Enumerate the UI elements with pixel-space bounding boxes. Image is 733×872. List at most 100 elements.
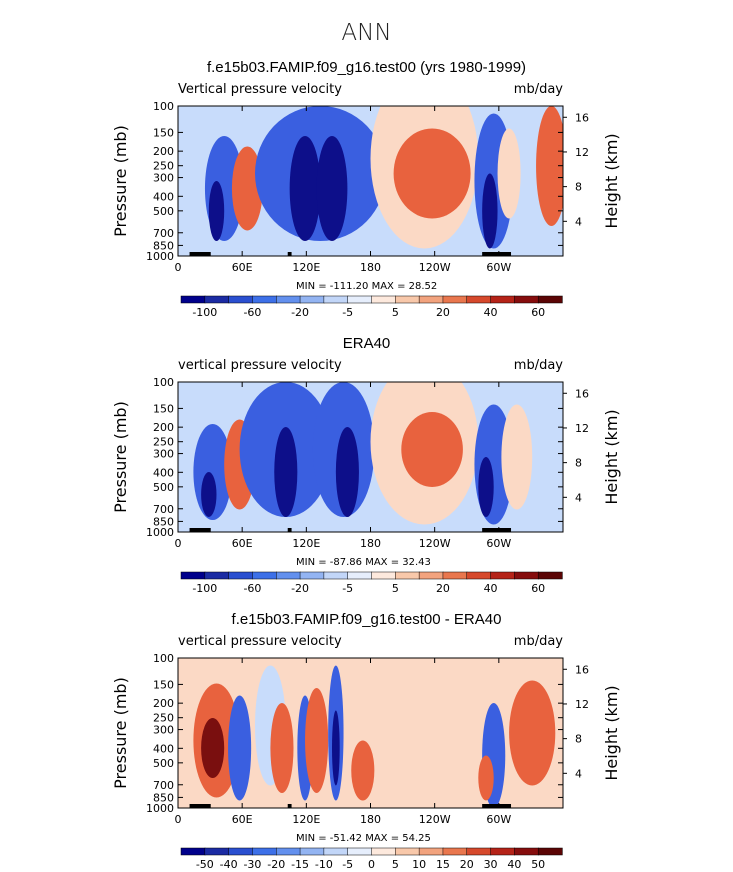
x-tick-label: 60W <box>486 813 511 826</box>
y-tick-label: 400 <box>153 742 174 755</box>
colorbar-label: -30 <box>243 858 261 871</box>
colorbar-label: -5 <box>342 858 353 871</box>
y-tick-label: 700 <box>153 227 174 240</box>
colorbar-label: -5 <box>342 306 353 319</box>
y2-tick-label: 8 <box>575 457 582 470</box>
field-contour-10 <box>482 173 498 249</box>
field-contour-12 <box>536 106 563 226</box>
field-contour-11 <box>478 457 494 517</box>
colorbar-box <box>228 571 254 580</box>
y-axis-label: Pressure (mb) <box>111 401 130 513</box>
field-contour-12 <box>501 404 533 510</box>
y-tick-label: 150 <box>153 678 174 691</box>
y-tick-label: 850 <box>153 791 174 804</box>
field-contour-8 <box>393 128 471 219</box>
colorbar-box <box>418 295 444 304</box>
y-tick-label: 150 <box>153 402 174 415</box>
colorbar-label: 50 <box>531 858 545 871</box>
panel-1-title: f.e15b03.FAMIP.f09_g16.test00 (yrs 1980-… <box>206 59 527 76</box>
field-contour-2 <box>208 181 225 241</box>
colorbar-box <box>466 571 492 580</box>
x-tick-label: 120E <box>292 261 320 274</box>
x-tick-label: 60E <box>232 813 253 826</box>
colorbar-box <box>252 571 277 580</box>
colorbar-label: 20 <box>436 306 450 319</box>
y2-axis-label: Height (km) <box>602 409 621 504</box>
x-tick-label: 120E <box>292 537 320 550</box>
colorbar-label: -15 <box>291 858 309 871</box>
colorbar-box <box>537 847 563 856</box>
colorbar-box <box>323 847 349 856</box>
colorbar-box <box>323 571 349 580</box>
y2-axis-label: Height (km) <box>602 133 621 228</box>
panel-3-left-label: vertical pressure velocity <box>178 634 342 649</box>
colorbar-box <box>252 295 277 304</box>
y2-tick-label: 4 <box>575 491 582 504</box>
field-contour-13 <box>509 680 556 786</box>
panel-1-min-max: MIN = -111.20 MAX = 28.52 <box>296 281 438 292</box>
y-tick-label: 100 <box>153 376 174 389</box>
field-contour-11 <box>497 128 521 219</box>
colorbar-label: -40 <box>220 858 238 871</box>
colorbar-label: -20 <box>291 582 309 595</box>
panel-3-field <box>178 658 563 808</box>
colorbar-box <box>395 571 420 580</box>
y-tick-label: 400 <box>153 466 174 479</box>
land-mask-0 <box>189 252 211 256</box>
field-contour-3 <box>228 695 252 801</box>
colorbar-box <box>180 571 206 580</box>
colorbar-label: -50 <box>196 858 214 871</box>
field-contour-2 <box>201 472 217 517</box>
colorbar-label: 60 <box>531 306 545 319</box>
land-mask-1 <box>287 804 292 808</box>
panel-1-right-label: mb/day <box>513 82 563 97</box>
colorbar-box <box>466 847 492 856</box>
colorbar-box <box>418 571 444 580</box>
field-contour-9 <box>401 412 463 487</box>
colorbar-label: 0 <box>368 858 375 871</box>
panel-3-min-max: MIN = -51.42 MAX = 54.25 <box>296 833 431 844</box>
y2-tick-label: 16 <box>575 663 589 676</box>
colorbar-label: 60 <box>531 582 545 595</box>
colorbar-box <box>418 847 444 856</box>
y-axis-label: Pressure (mb) <box>111 677 130 789</box>
panel-1-left-label: Vertical pressure velocity <box>178 82 342 97</box>
x-tick-label: 60W <box>486 261 511 274</box>
y-tick-label: 150 <box>153 126 174 139</box>
colorbar-label: 5 <box>392 306 399 319</box>
y2-tick-label: 12 <box>575 146 589 159</box>
x-tick-label: 0 <box>175 813 182 826</box>
colorbar-box <box>204 571 230 580</box>
y-tick-label: 250 <box>153 436 174 449</box>
y-axis-label: Pressure (mb) <box>111 125 130 237</box>
x-tick-label: 120E <box>292 813 320 826</box>
colorbar-box <box>347 847 373 856</box>
field-contour-2 <box>201 718 225 778</box>
panel-1-field <box>178 106 563 256</box>
colorbar-box <box>180 847 206 856</box>
field-contour-7 <box>305 688 329 793</box>
y2-tick-label: 4 <box>575 215 582 228</box>
x-tick-label: 0 <box>175 537 182 550</box>
y-tick-label: 1000 <box>146 526 174 539</box>
colorbar-box <box>537 295 563 304</box>
panel-2-field <box>178 382 563 532</box>
colorbar-label: 40 <box>484 306 498 319</box>
colorbar-box <box>228 295 254 304</box>
y-tick-label: 200 <box>153 145 174 158</box>
colorbar-box <box>490 295 516 304</box>
y-tick-label: 700 <box>153 503 174 516</box>
colorbar-label: 10 <box>412 858 426 871</box>
land-mask-0 <box>189 528 211 532</box>
colorbar-label: 40 <box>484 582 498 595</box>
y2-tick-label: 8 <box>575 181 582 194</box>
land-mask-2 <box>482 252 512 256</box>
panel-3-right-label: mb/day <box>513 634 563 649</box>
colorbar-box <box>299 571 325 580</box>
x-tick-label: 60W <box>486 537 511 550</box>
y-tick-label: 500 <box>153 757 174 770</box>
